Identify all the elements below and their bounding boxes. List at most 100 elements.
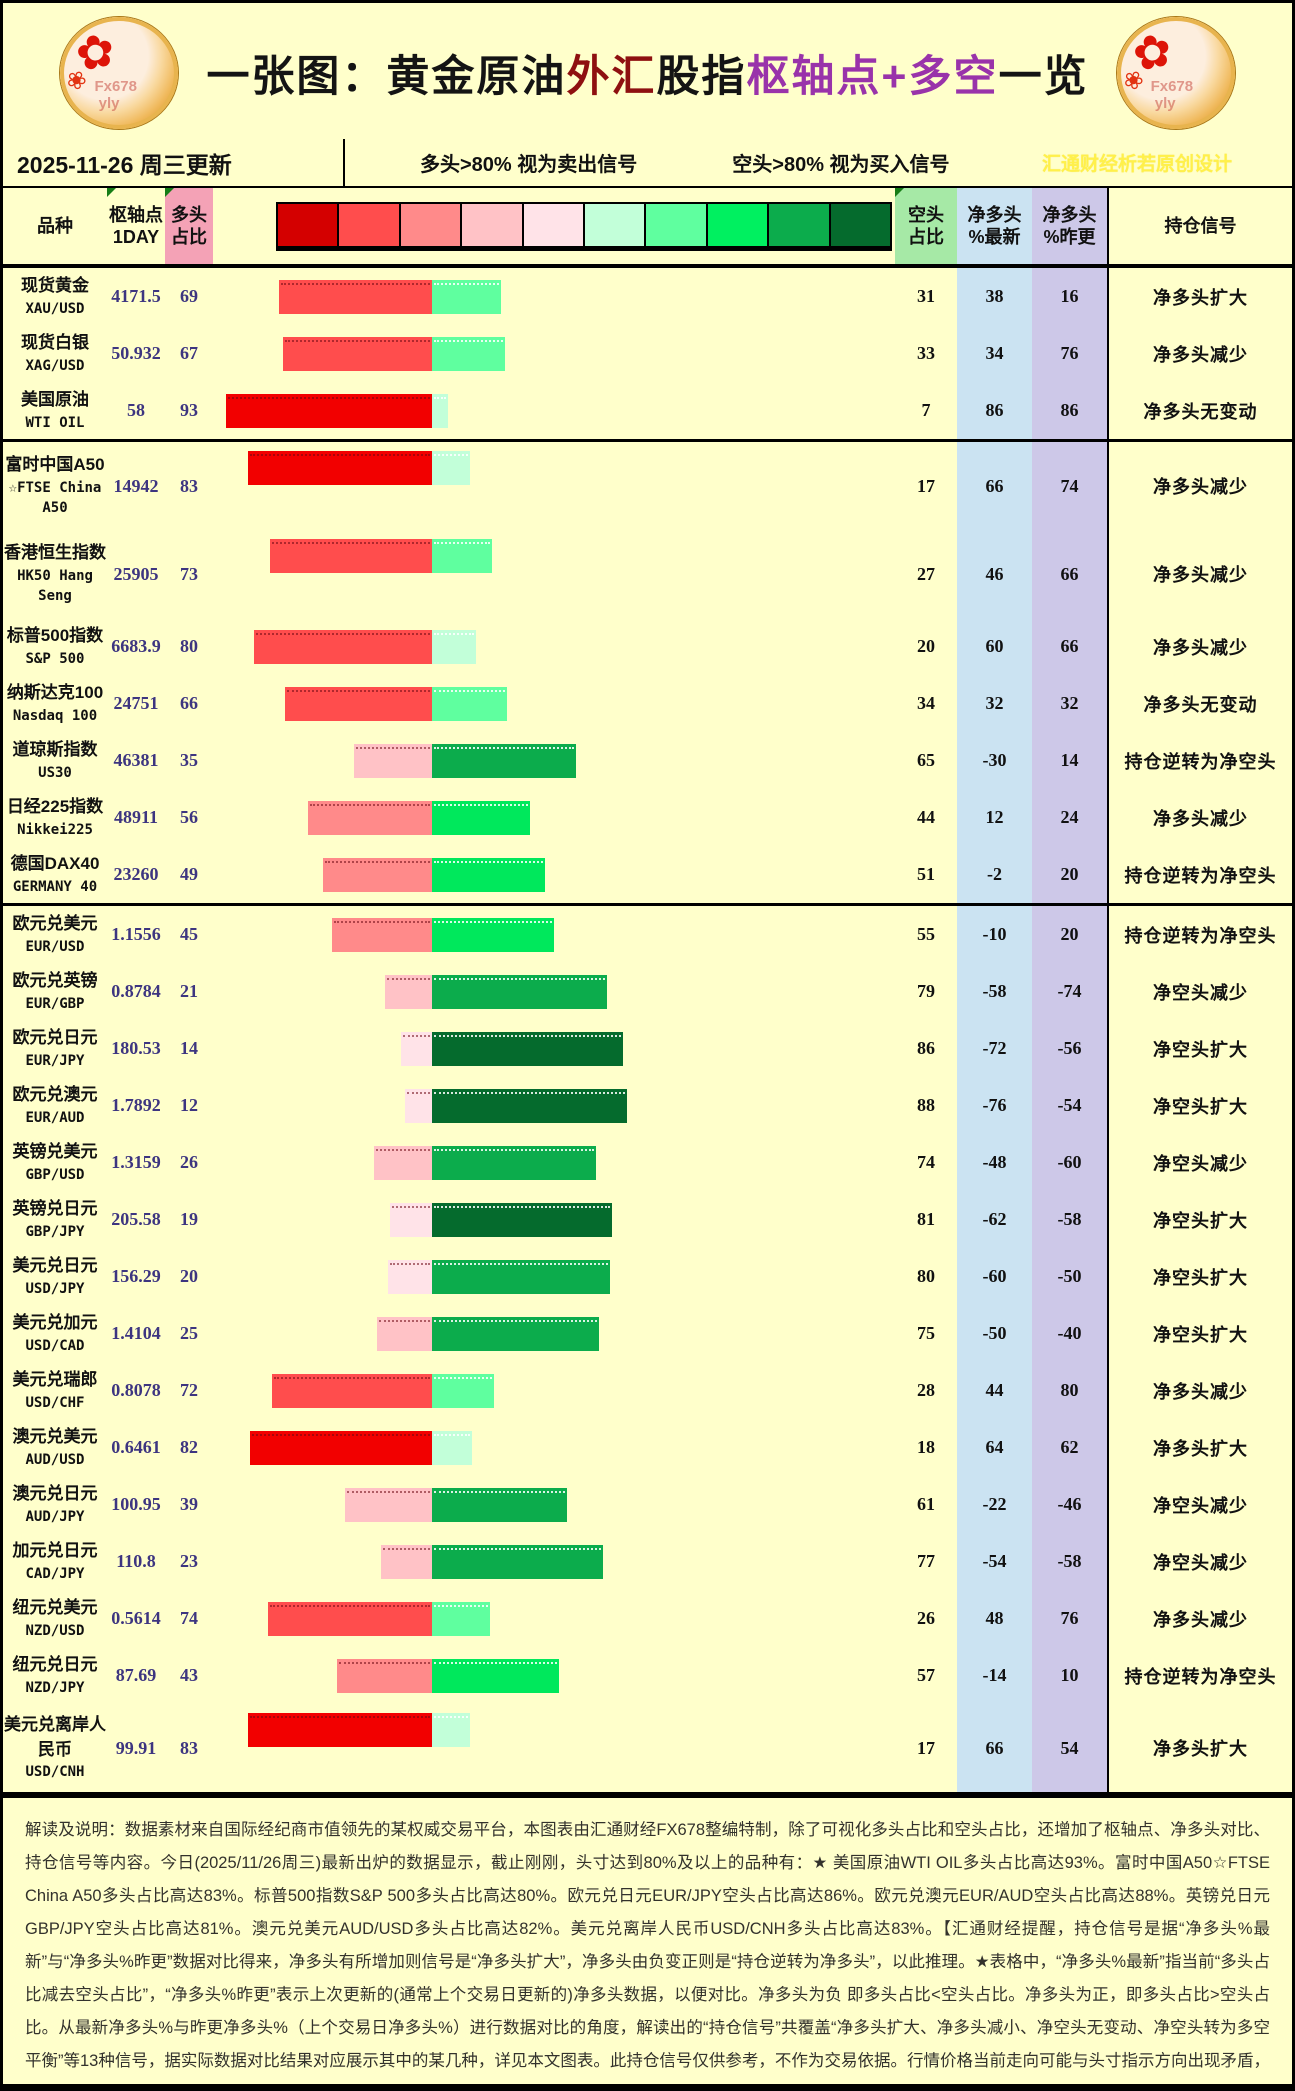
pivot-value: 1.7892	[111, 1095, 161, 1115]
pivot-value: 205.58	[111, 1209, 161, 1229]
instrument-code: USD/CNH	[25, 1764, 85, 1781]
short-pct-value: 57	[917, 1665, 935, 1685]
long-bar	[225, 393, 432, 428]
short-pct-value: 28	[917, 1380, 935, 1400]
net-latest-value: 32	[957, 675, 1032, 732]
long-bar	[278, 279, 432, 314]
title-segment: 外汇	[566, 53, 657, 101]
instrument-name: 德国DAX40 GERMANY 40	[3, 846, 107, 903]
table-row: 欧元兑澳元 EUR/AUD 1.7892 12 88 -76 -54 净空头扩大	[3, 1077, 1292, 1134]
long-bar	[332, 917, 432, 952]
instrument-name-cn: 英镑兑美元	[12, 1142, 98, 1162]
table-row: 英镑兑美元 GBP/USD 1.3159 26 74 -48 -60 净空头减少	[3, 1134, 1292, 1191]
instrument-name: 纽元兑美元 NZD/USD	[3, 1590, 107, 1647]
short-pct-value: 51	[917, 864, 935, 884]
net-prev-value: -54	[1032, 1077, 1107, 1134]
pivot-value: 4171.5	[111, 286, 161, 306]
long-bar	[374, 1145, 432, 1180]
long-short-bar	[213, 1647, 895, 1704]
instrument-code: EUR/USD	[25, 938, 85, 955]
pivot-value: 1.4104	[111, 1323, 161, 1343]
title-segment: 枢轴点+多空	[746, 53, 999, 101]
long-pct-value: 49	[180, 864, 198, 884]
short-pct-value: 44	[917, 807, 935, 827]
table-row: 香港恒生指数 HK50 Hang Seng 25905 73 27 46 66 净多头减少	[3, 530, 1292, 618]
instrument-name: 欧元兑英镑 EUR/GBP	[3, 963, 107, 1020]
table-row: 纽元兑美元 NZD/USD 0.5614 74 26 48 76 净多头减少	[3, 1590, 1292, 1647]
instrument-name-cn: 欧元兑英镑	[12, 971, 98, 991]
net-latest-value: 44	[957, 1362, 1032, 1419]
short-pct-value: 27	[917, 563, 935, 584]
position-signal: 净多头减少	[1107, 1590, 1292, 1647]
table-row: 英镑兑日元 GBP/JPY 205.58 19 81 -62 -58 净空头扩大	[3, 1191, 1292, 1248]
net-prev-value: -40	[1032, 1305, 1107, 1362]
instrument-code: Nikkei225	[17, 821, 93, 838]
long-bar	[376, 1316, 432, 1351]
pivot-value: 50.932	[111, 343, 161, 363]
pivot-value: 25905	[113, 563, 159, 584]
short-pct-value: 7	[921, 400, 931, 420]
long-bar	[380, 1544, 432, 1579]
header-pivot: 枢轴点 1DAY	[107, 188, 165, 264]
pivot-value: 1.3159	[111, 1152, 161, 1172]
short-signal-note: 空头>80% 视为买入信号	[732, 154, 950, 176]
short-pct-value: 88	[917, 1095, 935, 1115]
pivot-value: 99.91	[115, 1737, 157, 1758]
legend-swatch	[769, 203, 831, 246]
fx678-logo-left: ✿ ❀ Fx678 yly	[60, 17, 179, 129]
instrument-code: GBP/JPY	[25, 1223, 85, 1240]
long-bar	[307, 800, 432, 835]
net-prev-value: 14	[1032, 732, 1107, 789]
cell-corner-flag	[895, 188, 904, 197]
long-bar	[254, 629, 432, 664]
table-row: 美元兑日元 USD/JPY 156.29 20 80 -60 -50 净空头扩大	[3, 1248, 1292, 1305]
long-pct-value: 14	[180, 1038, 198, 1058]
long-bar	[247, 1713, 432, 1747]
instrument-name-cn: 日经225指数	[6, 797, 104, 817]
instrument-code: NZD/JPY	[25, 1679, 85, 1696]
net-latest-value: 60	[957, 618, 1032, 675]
short-bar	[432, 1373, 495, 1408]
instrument-name: 美元兑加元 USD/CAD	[3, 1305, 107, 1362]
instrument-code: XAG/USD	[25, 357, 85, 374]
instrument-name: 纳斯达克100 Nasdaq 100	[3, 675, 107, 732]
position-signal: 净空头扩大	[1107, 1020, 1292, 1077]
title-segment: 一张图：黄金原油	[206, 53, 567, 101]
instrument-code: AUD/USD	[25, 1451, 85, 1468]
long-pct-value: 67	[180, 343, 198, 363]
net-latest-value: 86	[957, 382, 1032, 439]
pivot-value: 23260	[113, 864, 159, 884]
long-short-bar	[213, 1533, 895, 1590]
net-prev-value: 32	[1032, 675, 1107, 732]
short-bar	[432, 1202, 612, 1237]
instrument-name-cn: 美元兑瑞郎	[12, 1370, 98, 1390]
long-pct-value: 83	[180, 1737, 198, 1758]
pivot-value: 58	[127, 400, 145, 420]
instrument-name: 澳元兑美元 AUD/USD	[3, 1419, 107, 1476]
long-pct-value: 19	[180, 1209, 198, 1229]
watermark-text: 汇通财经析若原创设计	[1041, 154, 1232, 175]
header-net-prev: 净多头 %昨更	[1032, 188, 1107, 264]
table-row: 美元兑瑞郎 USD/CHF 0.8078 72 28 44 80 净多头减少	[3, 1362, 1292, 1419]
instrument-code: USD/CAD	[25, 1337, 85, 1354]
short-pct-value: 26	[917, 1608, 935, 1628]
long-short-bar	[213, 1476, 895, 1533]
instrument-name: 香港恒生指数 HK50 Hang Seng	[3, 530, 107, 618]
short-bar	[432, 743, 577, 778]
net-prev-value: -46	[1032, 1476, 1107, 1533]
header-signal: 持仓信号	[1107, 188, 1292, 264]
pivot-value: 48911	[113, 807, 158, 827]
long-pct-value: 82	[180, 1437, 198, 1457]
instrument-name: 美国原油 WTI OIL	[3, 382, 107, 439]
instrument-name-cn: 澳元兑美元	[12, 1427, 98, 1447]
fx678-logo-right: ✿ ❀ Fx678 yly	[1116, 17, 1235, 129]
long-pct-value: 83	[180, 475, 198, 496]
legend-swatch	[523, 203, 586, 246]
net-prev-value: 66	[1032, 618, 1107, 675]
short-pct-value: 81	[917, 1209, 935, 1229]
net-latest-value: -14	[957, 1647, 1032, 1704]
net-latest-value: -50	[957, 1305, 1032, 1362]
short-bar	[432, 1658, 559, 1693]
legend-swatch	[585, 203, 647, 246]
pivot-value: 100.95	[111, 1494, 161, 1514]
